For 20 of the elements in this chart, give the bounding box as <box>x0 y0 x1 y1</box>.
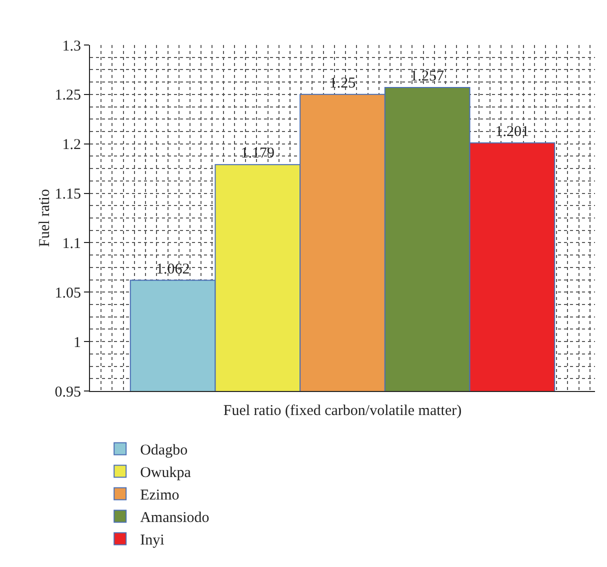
data-label: 1.062 <box>156 261 190 278</box>
data-label: 1.257 <box>410 68 444 85</box>
y-tick-label: 1.2 <box>62 137 81 154</box>
data-label: 1.179 <box>240 146 275 162</box>
legend-label: Owukpa <box>140 465 192 482</box>
data-label: 1.201 <box>495 124 530 140</box>
y-tick-label: 1.3 <box>62 38 81 54</box>
legend-label: Inyi <box>140 532 164 549</box>
data-label: 1.25 <box>329 75 356 92</box>
legend-label: Odagbo <box>140 442 188 459</box>
y-axis-title: Fuel ratio <box>36 189 53 247</box>
x-axis-title: Fuel ratio (fixed carbon/volatile matter) <box>223 403 462 419</box>
y-tick-label: 1.25 <box>54 88 81 104</box>
legend-label: Ezimo <box>140 488 180 504</box>
legend-label: Amansiodo <box>140 510 210 526</box>
y-tick-label: 1 <box>74 334 81 351</box>
y-tick-label: 1.15 <box>54 186 81 203</box>
y-tick-label: 1.1 <box>62 236 81 252</box>
y-tick-label: 1.05 <box>54 285 81 302</box>
y-tick-label: 0.95 <box>54 384 81 400</box>
